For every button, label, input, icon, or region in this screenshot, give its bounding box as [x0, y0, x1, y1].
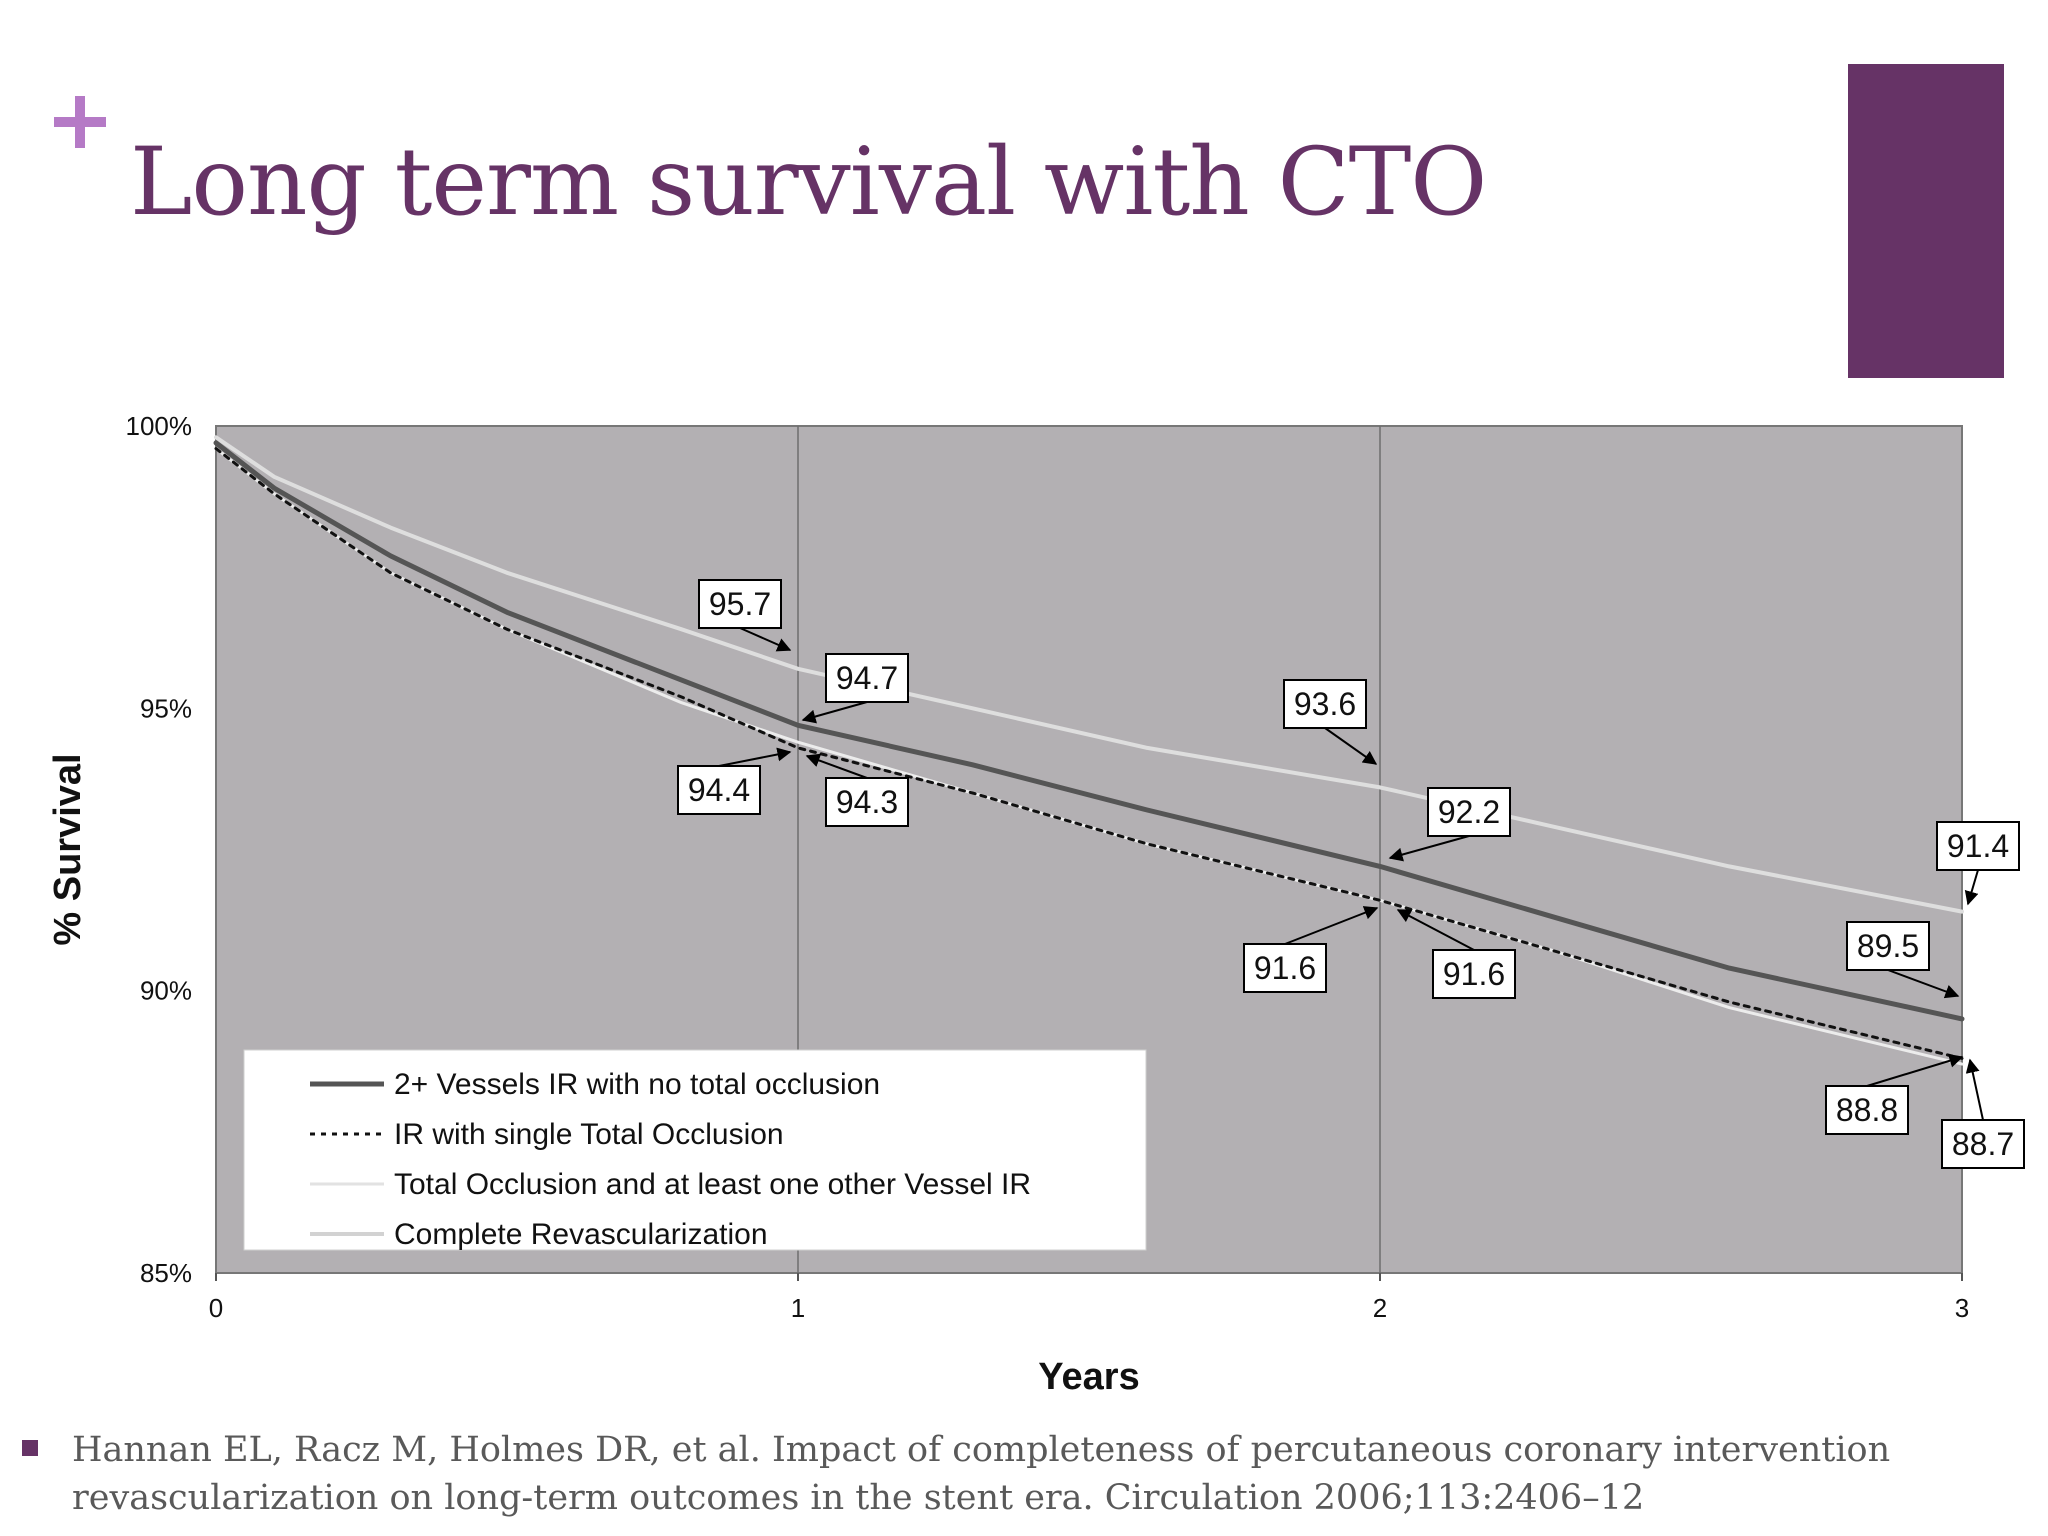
y-tick-label: 90% [140, 976, 192, 1006]
legend-entry: Complete Revascularization [394, 1218, 768, 1251]
callout-box [1243, 943, 1327, 993]
y-axis-title: % Survival [47, 753, 89, 945]
callout-box [1936, 821, 2020, 871]
callout-label: 94.4 [688, 772, 750, 808]
legend-entry: IR with single Total Occlusion [394, 1118, 784, 1151]
callout-arrow [801, 701, 868, 724]
legend-entry: Total Occlusion and at least one other V… [394, 1168, 1031, 1201]
y-tick-label: 95% [140, 693, 192, 723]
series-line-1 [214, 447, 1964, 1060]
callout-arrow [739, 627, 792, 652]
callout-box [677, 765, 761, 815]
callout-label: 89.5 [1857, 928, 1919, 964]
callout-box [1825, 1085, 1909, 1135]
accent-bar [1848, 64, 2004, 378]
x-axis-title: Years [1038, 1356, 1139, 1398]
callout-box [825, 777, 909, 827]
callout-arrow [1284, 906, 1379, 945]
legend-box [243, 1049, 1147, 1251]
plus-icon [54, 96, 106, 148]
x-tick-label: 3 [1955, 1293, 1969, 1323]
x-tick-label: 0 [209, 1293, 223, 1323]
callout-label: 88.7 [1952, 1126, 2014, 1162]
callout-arrow [1866, 1053, 1964, 1087]
slide-title: Long term survival with CTO [130, 128, 1487, 237]
callout-arrow [1964, 869, 1979, 906]
callout-arrow [805, 753, 868, 779]
callout-arrow [1965, 1058, 1984, 1121]
y-tick-label: 100% [126, 411, 193, 441]
callout-arrow [718, 747, 792, 767]
callout-arrow [1887, 969, 1960, 999]
legend-entry: 2+ Vessels IR with no total occlusion [394, 1068, 880, 1101]
y-tick-label: 85% [140, 1258, 192, 1288]
callout-label: 88.8 [1836, 1092, 1898, 1128]
series-line-0 [213, 440, 1965, 1022]
callout-label: 94.7 [836, 660, 898, 696]
callout-arrow [1324, 727, 1378, 765]
callout-label: 93.6 [1294, 686, 1356, 722]
callout-box [698, 579, 782, 629]
x-tick-label: 2 [1373, 1293, 1387, 1323]
callout-box [1941, 1119, 2025, 1169]
x-tick-label: 1 [791, 1293, 805, 1323]
citation-text: Hannan EL, Racz M, Holmes DR, et al. Imp… [72, 1430, 1891, 1518]
callout-label: 94.3 [836, 784, 898, 820]
callout-label: 91.6 [1254, 950, 1316, 986]
callout-label: 95.7 [709, 586, 771, 622]
survival-chart: 0 1 2 3 85% 90% 95% 100% Years % Survival 2+ Vess… [47, 411, 2025, 1398]
callout-arrow [1388, 835, 1470, 862]
callout-arrow [1396, 909, 1475, 951]
callout-box [1432, 949, 1516, 999]
callout-label: 91.6 [1443, 956, 1505, 992]
callout-label: 91.4 [1947, 828, 2009, 864]
callout-box [1283, 679, 1367, 729]
citation-bullet [22, 1440, 38, 1456]
callout-box [1846, 921, 1930, 971]
callout-box [1427, 787, 1511, 837]
callout-label: 92.2 [1438, 794, 1500, 830]
callout-box [825, 653, 909, 703]
